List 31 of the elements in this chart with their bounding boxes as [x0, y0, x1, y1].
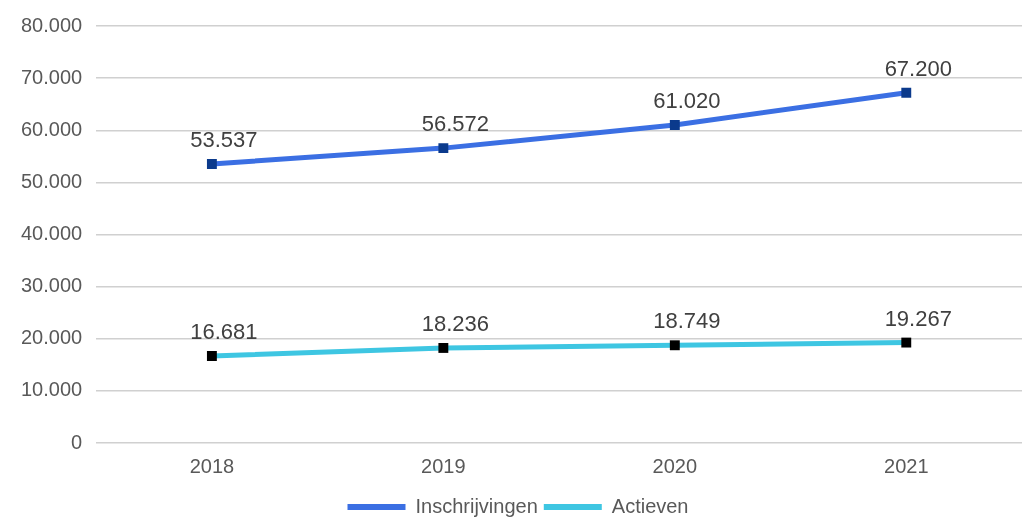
- data-label: 67.200: [884, 55, 952, 81]
- point: [901, 87, 912, 98]
- legend-label: Actieven: [611, 494, 689, 517]
- y-tick-label: 80.000: [21, 13, 83, 36]
- x-tick-label: 2020: [652, 454, 698, 477]
- point: [206, 351, 217, 361]
- data-label: 18.236: [421, 311, 490, 337]
- data-label: 18.749: [653, 308, 721, 334]
- y-tick-label: 20.000: [21, 326, 83, 349]
- point: [438, 343, 449, 353]
- y-tick-label: 10.000: [21, 378, 83, 401]
- legend-label: Inschrijvingen: [415, 494, 538, 517]
- x-tick-label: 2018: [189, 454, 235, 477]
- data-label: 53.537: [190, 127, 258, 152]
- data-label: 16.681: [190, 319, 258, 345]
- point: [901, 337, 912, 348]
- y-tick-label: 40.000: [21, 222, 83, 245]
- data-label: 19.267: [884, 305, 952, 331]
- data-label: 61.020: [653, 88, 721, 113]
- point: [669, 340, 680, 351]
- point: [438, 143, 449, 154]
- y-tick-label: 70.000: [21, 65, 83, 88]
- x-tick-label: 2019: [421, 454, 466, 477]
- data-label: 56.572: [421, 111, 490, 137]
- x-tick-label: 2021: [884, 454, 929, 477]
- y-tick-label: 60.000: [21, 117, 83, 140]
- point: [669, 119, 680, 130]
- y-tick-label: 0: [71, 430, 83, 453]
- y-tick-label: 30.000: [21, 274, 83, 297]
- point: [206, 158, 217, 169]
- y-tick-label: 50.000: [21, 169, 83, 192]
